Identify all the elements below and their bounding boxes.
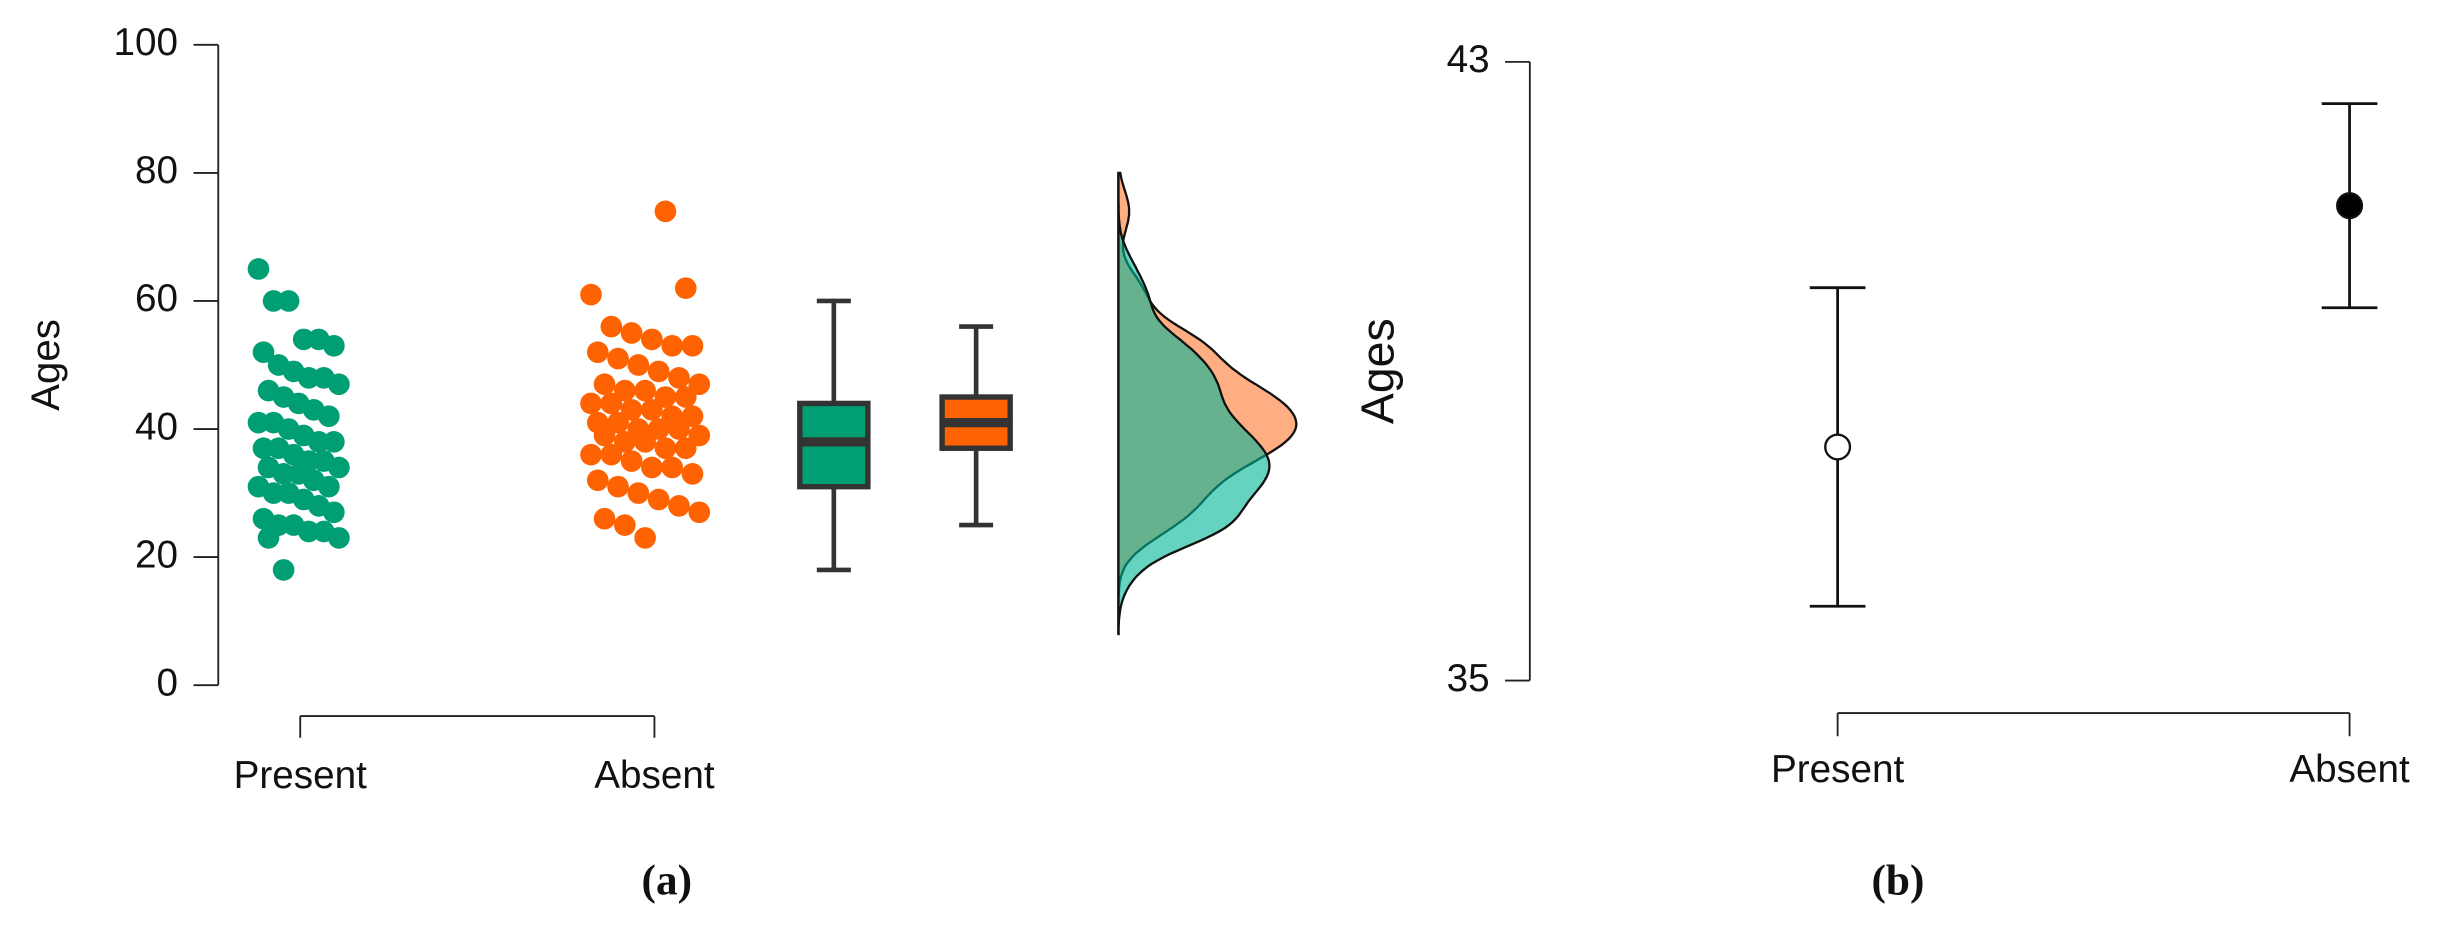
point (654, 437, 677, 460)
y-axis-label: Ages (23, 319, 68, 411)
y-tick-label: 80 (135, 149, 178, 192)
point (247, 411, 270, 434)
point (600, 392, 623, 415)
point (586, 341, 609, 364)
point (252, 341, 275, 364)
point (661, 456, 684, 479)
point (328, 527, 350, 549)
point (641, 328, 663, 351)
point (641, 456, 663, 479)
point (593, 373, 616, 396)
point (634, 379, 656, 402)
y-tick-label: 40 (135, 405, 178, 448)
point (323, 501, 345, 524)
y-tick-label: 35 (1447, 657, 1490, 700)
point (668, 418, 690, 440)
density (1117, 172, 1271, 636)
point (661, 334, 684, 357)
point (272, 559, 295, 581)
point (688, 424, 711, 447)
point (688, 373, 711, 396)
point (580, 443, 602, 466)
point (614, 379, 636, 402)
x-tick-label: Present (234, 754, 367, 797)
point (586, 469, 609, 492)
point (654, 200, 677, 223)
point (627, 482, 650, 504)
y-tick-label: 100 (114, 21, 178, 64)
y-tick-label: 60 (135, 277, 178, 320)
point (647, 488, 670, 511)
point (580, 392, 602, 415)
point (674, 277, 697, 300)
point (262, 290, 285, 312)
point (328, 373, 350, 396)
point (307, 431, 330, 453)
point (681, 463, 704, 485)
point (668, 495, 690, 517)
point (688, 501, 711, 524)
point (257, 527, 280, 549)
point (674, 437, 697, 460)
x-tick-label: Absent (2289, 748, 2410, 791)
point (272, 463, 295, 485)
mean-point (2336, 192, 2364, 220)
point (668, 366, 690, 389)
point (292, 328, 315, 351)
point (600, 315, 623, 338)
x-tick-label: Present (1771, 748, 1904, 791)
panel-label: (b) (1871, 857, 1924, 905)
point (634, 527, 656, 549)
panel-label: (a) (642, 857, 693, 905)
point (277, 290, 300, 312)
point (681, 405, 704, 428)
point (681, 334, 704, 357)
point (580, 283, 602, 306)
point (318, 475, 340, 498)
y-axis-label: Ages (1352, 318, 1404, 424)
y-tick-label: 20 (135, 533, 178, 576)
point (620, 322, 643, 344)
point (297, 366, 320, 389)
point (252, 437, 275, 460)
point (262, 482, 285, 504)
y-tick-label: 0 (157, 661, 179, 704)
point (654, 386, 677, 408)
point (318, 405, 340, 428)
y-tick-label: 43 (1447, 38, 1490, 81)
point (607, 347, 629, 370)
point (674, 386, 697, 408)
x-tick-label: Absent (594, 754, 715, 797)
point (634, 431, 656, 453)
point (600, 443, 623, 466)
point (328, 456, 350, 479)
point (620, 450, 643, 472)
point (323, 431, 345, 453)
point (607, 411, 629, 434)
point (614, 431, 636, 453)
point (247, 258, 270, 280)
point (641, 399, 663, 421)
point (614, 514, 636, 536)
point (593, 424, 616, 447)
point (607, 475, 629, 498)
point (323, 334, 345, 357)
point (627, 354, 650, 376)
point (647, 418, 670, 440)
point (647, 360, 670, 383)
point (593, 507, 616, 530)
point (297, 520, 320, 543)
point (620, 399, 643, 421)
mean-point (1824, 433, 1852, 461)
